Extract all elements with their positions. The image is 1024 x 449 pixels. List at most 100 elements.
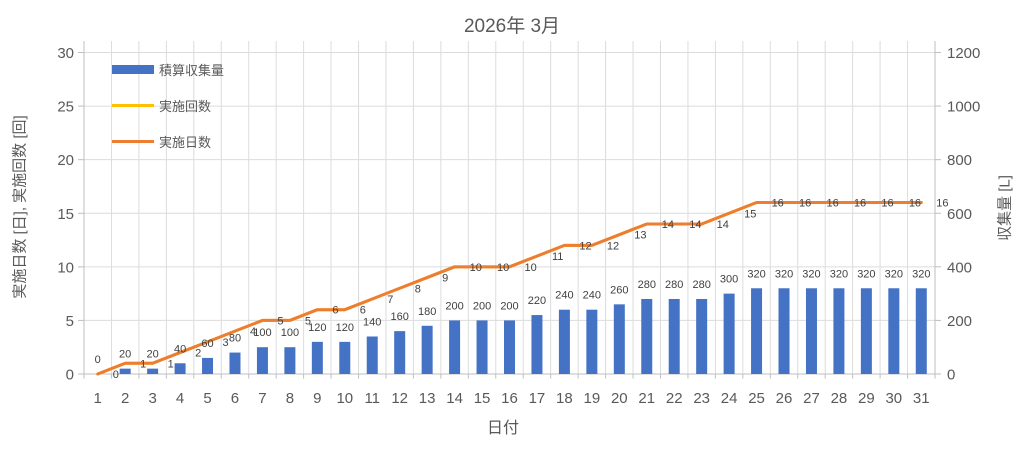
bar-data-label: 20 xyxy=(119,349,131,361)
x-axis-tick-label: 17 xyxy=(529,390,546,407)
line-data-label: 11 xyxy=(552,251,563,263)
line-data-label: 15 xyxy=(744,208,756,220)
legend-item-execution-days[interactable]: 実施日数 xyxy=(112,123,224,159)
legend-label: 実施回数 xyxy=(159,98,212,114)
bar xyxy=(256,347,268,374)
bar-data-label: 40 xyxy=(174,343,186,355)
legend: 積算収集量 実施回数 実施日数 xyxy=(112,51,224,159)
y-axis-right-tick-label: 400 xyxy=(947,259,972,276)
bar-data-label: 320 xyxy=(775,268,793,280)
y-axis-left-tick-label: 15 xyxy=(57,206,74,223)
bar-data-label: 260 xyxy=(610,284,628,296)
y-axis-left-tick-label: 0 xyxy=(66,367,74,384)
line-data-label: 8 xyxy=(415,283,421,295)
line-data-label: 16 xyxy=(772,198,784,210)
bar-data-label: 280 xyxy=(692,279,710,291)
y-axis-title-left: 実施日数 [日], 実施回数 [回] xyxy=(11,115,29,299)
line-data-label: 1 xyxy=(140,358,146,370)
bar-data-label: 100 xyxy=(253,327,271,339)
y-axis-right-tick-label: 0 xyxy=(947,367,955,384)
line-data-label: 9 xyxy=(442,273,448,285)
line-data-label: 0 xyxy=(113,369,119,381)
x-axis-tick-label: 9 xyxy=(313,390,321,407)
x-axis-title: 日付 xyxy=(486,420,520,437)
y-axis-left-tick-label: 20 xyxy=(57,152,74,169)
bar-data-label: 240 xyxy=(583,290,601,302)
bar-data-label: 20 xyxy=(147,349,159,361)
line-data-label: 14 xyxy=(689,219,701,231)
x-axis-tick-label: 6 xyxy=(231,390,239,407)
bar xyxy=(174,363,186,374)
x-axis-tick-label: 4 xyxy=(176,390,184,407)
y-axis-title-right: 収集量 [L] xyxy=(996,175,1014,241)
bar-data-label: 240 xyxy=(555,290,573,302)
bar-data-label: 200 xyxy=(445,300,463,312)
bar xyxy=(696,298,708,374)
line-swatch-icon xyxy=(112,139,154,143)
bar-data-label: 320 xyxy=(857,268,875,280)
x-axis-tick-label: 26 xyxy=(776,390,793,407)
x-axis-tick-label: 28 xyxy=(831,390,848,407)
execution-days-line xyxy=(96,201,923,376)
y-axis-right-tick-label: 1000 xyxy=(947,99,980,116)
line-data-label: 16 xyxy=(799,198,811,210)
y-axis-right-tick-label: 1200 xyxy=(947,45,980,62)
bar xyxy=(558,309,570,374)
bar-data-label: 140 xyxy=(363,316,381,328)
line-data-label: 14 xyxy=(662,219,674,231)
line-data-label: 5 xyxy=(305,315,311,327)
x-axis-tick-label: 23 xyxy=(693,390,710,407)
bar xyxy=(778,288,790,374)
y-axis-right-tick-label: 200 xyxy=(947,313,972,330)
line-data-label: 6 xyxy=(360,305,366,317)
line-data-label: 5 xyxy=(277,315,283,327)
x-axis-tick-label: 7 xyxy=(258,390,266,407)
x-axis-tick-label: 21 xyxy=(638,390,655,407)
line-data-label: 16 xyxy=(936,198,948,210)
bar-data-label: 320 xyxy=(885,268,903,280)
bar xyxy=(504,320,515,374)
x-axis-tick-label: 29 xyxy=(858,390,875,407)
x-axis-tick-label: 15 xyxy=(474,390,491,407)
legend-label: 積算収集量 xyxy=(159,62,225,78)
legend-item-execution-count[interactable]: 実施回数 xyxy=(112,87,224,123)
bar xyxy=(229,352,241,374)
bar-data-label: 60 xyxy=(201,338,213,350)
x-axis-tick-label: 20 xyxy=(611,390,628,407)
x-axis-tick-label: 27 xyxy=(803,390,820,407)
legend-item-cumulative-volume[interactable]: 積算収集量 xyxy=(112,51,224,87)
bar-data-label: 100 xyxy=(281,327,299,339)
line-data-label: 4 xyxy=(250,326,256,338)
line-swatch-icon xyxy=(112,103,154,107)
line-data-label: 16 xyxy=(881,198,893,210)
x-axis-tick-label: 19 xyxy=(584,390,601,407)
bar-data-label: 180 xyxy=(418,306,436,318)
y-axis-left-tick-label: 10 xyxy=(57,259,74,276)
bar xyxy=(641,298,653,374)
x-axis-tick-label: 13 xyxy=(419,390,436,407)
x-axis-tick-label: 25 xyxy=(748,390,765,407)
bar xyxy=(613,304,625,374)
chart-title: 2026年 3月 xyxy=(463,16,561,37)
line-data-label: 16 xyxy=(909,198,921,210)
x-axis-tick-label: 16 xyxy=(501,390,518,407)
x-axis-tick-label: 2 xyxy=(121,390,129,407)
x-axis-tick-label: 31 xyxy=(913,390,930,407)
bar-data-label: 320 xyxy=(912,268,930,280)
bar-data-label: 200 xyxy=(473,300,491,312)
bar-data-label: 120 xyxy=(336,322,354,334)
line-data-label: 1 xyxy=(168,358,174,370)
bar-data-label: 280 xyxy=(665,279,683,291)
line-data-label: 16 xyxy=(826,198,838,210)
x-axis-tick-label: 24 xyxy=(721,390,738,407)
line-data-label: 14 xyxy=(717,219,729,231)
bar-swatch-icon xyxy=(112,64,154,74)
bar xyxy=(284,347,296,374)
x-axis-tick-label: 10 xyxy=(336,390,353,407)
line-data-label: 12 xyxy=(579,240,591,252)
line-data-label: 12 xyxy=(607,240,619,252)
line-data-label: 16 xyxy=(854,198,866,210)
y-axis-right-tick-label: 600 xyxy=(947,206,972,223)
x-axis-tick-label: 14 xyxy=(446,390,463,407)
